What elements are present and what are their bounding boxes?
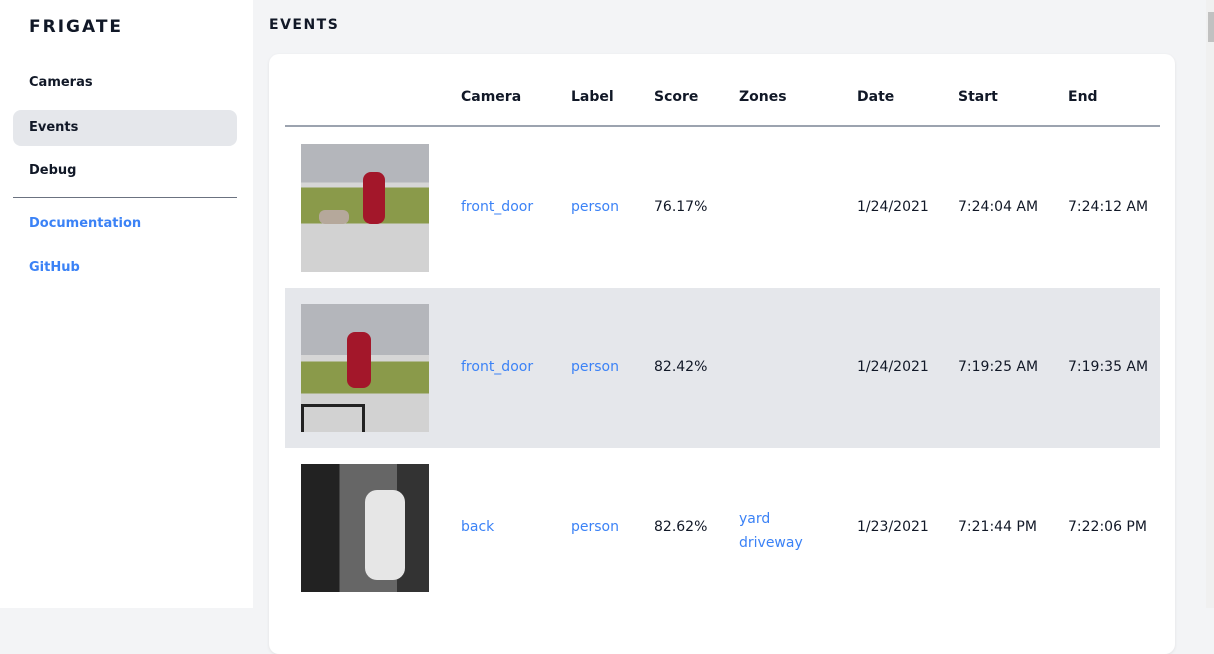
header-score: Score [654, 89, 699, 105]
label-link[interactable]: person [571, 519, 619, 535]
start-time: 7:24:04 AM [958, 199, 1039, 215]
event-thumbnail[interactable] [301, 304, 429, 432]
label-link[interactable]: person [571, 359, 619, 375]
header-date: Date [857, 89, 895, 105]
sidebar-item-debug[interactable]: Debug [29, 163, 77, 178]
sidebar: FRIGATE Cameras Events Debug Documentati… [0, 0, 253, 608]
camera-link[interactable]: front_door [461, 199, 534, 215]
end-time: 7:22:06 PM [1068, 519, 1147, 535]
start-time: 7:21:44 PM [958, 519, 1037, 535]
end-time: 7:19:35 AM [1068, 359, 1149, 375]
zone-link[interactable]: yard [739, 511, 771, 527]
start-time: 7:19:25 AM [958, 359, 1039, 375]
header-camera: Camera [461, 89, 522, 105]
date: 1/23/2021 [857, 519, 929, 535]
score: 82.42% [654, 359, 708, 375]
zone-link[interactable]: driveway [739, 535, 803, 551]
camera-link[interactable]: front_door [461, 359, 534, 375]
header-zones: Zones [739, 89, 787, 105]
camera-link[interactable]: back [461, 519, 495, 535]
end-time: 7:24:12 AM [1068, 199, 1149, 215]
table-row[interactable]: front_door person 76.17% 1/24/2021 7:24:… [285, 128, 1160, 288]
date: 1/24/2021 [857, 359, 929, 375]
github-link[interactable]: GitHub [29, 260, 80, 275]
event-thumbnail[interactable] [301, 144, 429, 272]
header-label: Label [571, 89, 614, 105]
scrollbar[interactable] [1206, 0, 1214, 608]
label-link[interactable]: person [571, 199, 619, 215]
table-header: Camera Label Score Zones Date Start End [285, 54, 1160, 127]
score: 76.17% [654, 199, 708, 215]
events-table: Camera Label Score Zones Date Start End … [269, 54, 1175, 654]
table-row[interactable]: front_door person 82.42% 1/24/2021 7:19:… [285, 288, 1160, 448]
scrollbar-thumb[interactable] [1208, 12, 1214, 42]
page-title: EVENTS [269, 17, 340, 33]
sidebar-item-cameras[interactable]: Cameras [29, 75, 93, 90]
header-start: Start [958, 89, 998, 105]
table-row[interactable]: back person 82.62% yard driveway 1/23/20… [285, 448, 1160, 608]
zones: yard driveway [739, 507, 803, 555]
sidebar-divider [13, 197, 237, 198]
documentation-link[interactable]: Documentation [29, 216, 142, 231]
event-thumbnail[interactable] [301, 464, 429, 592]
date: 1/24/2021 [857, 199, 929, 215]
sidebar-item-events[interactable]: Events [13, 110, 237, 146]
app-logo[interactable]: FRIGATE [29, 17, 124, 37]
score: 82.62% [654, 519, 708, 535]
header-end: End [1068, 89, 1098, 105]
